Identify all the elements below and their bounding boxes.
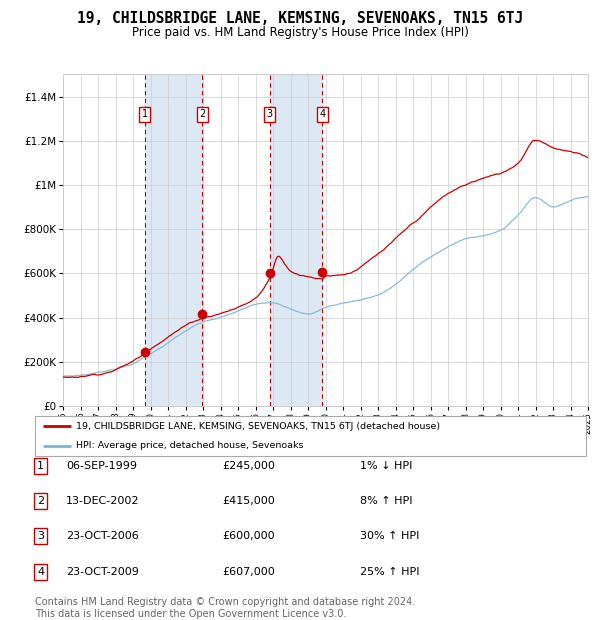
Text: 3: 3	[266, 109, 273, 119]
Text: £245,000: £245,000	[222, 461, 275, 471]
Bar	[145, 74, 202, 406]
Text: HPI: Average price, detached house, Sevenoaks: HPI: Average price, detached house, Seve…	[76, 441, 304, 450]
Text: Price paid vs. HM Land Registry's House Price Index (HPI): Price paid vs. HM Land Registry's House …	[131, 26, 469, 39]
Text: 8% ↑ HPI: 8% ↑ HPI	[360, 496, 413, 506]
Text: 23-OCT-2009: 23-OCT-2009	[66, 567, 139, 577]
Text: 2: 2	[199, 109, 205, 119]
Text: 3: 3	[37, 531, 44, 541]
Text: 1% ↓ HPI: 1% ↓ HPI	[360, 461, 412, 471]
Text: £415,000: £415,000	[222, 496, 275, 506]
Text: £600,000: £600,000	[222, 531, 275, 541]
Text: 30% ↑ HPI: 30% ↑ HPI	[360, 531, 419, 541]
Text: 25% ↑ HPI: 25% ↑ HPI	[360, 567, 419, 577]
Text: 4: 4	[319, 109, 325, 119]
Text: 4: 4	[37, 567, 44, 577]
Text: 23-OCT-2006: 23-OCT-2006	[66, 531, 139, 541]
Text: £607,000: £607,000	[222, 567, 275, 577]
Text: 1: 1	[37, 461, 44, 471]
Text: 2: 2	[37, 496, 44, 506]
Text: 19, CHILDSBRIDGE LANE, KEMSING, SEVENOAKS, TN15 6TJ (detached house): 19, CHILDSBRIDGE LANE, KEMSING, SEVENOAK…	[76, 422, 440, 431]
Text: Contains HM Land Registry data © Crown copyright and database right 2024.
This d: Contains HM Land Registry data © Crown c…	[35, 597, 415, 619]
Bar	[269, 74, 322, 406]
FancyBboxPatch shape	[35, 415, 586, 456]
Text: 1: 1	[142, 109, 148, 119]
Text: 19, CHILDSBRIDGE LANE, KEMSING, SEVENOAKS, TN15 6TJ: 19, CHILDSBRIDGE LANE, KEMSING, SEVENOAK…	[77, 11, 523, 26]
Text: 13-DEC-2002: 13-DEC-2002	[66, 496, 139, 506]
Text: 06-SEP-1999: 06-SEP-1999	[66, 461, 137, 471]
